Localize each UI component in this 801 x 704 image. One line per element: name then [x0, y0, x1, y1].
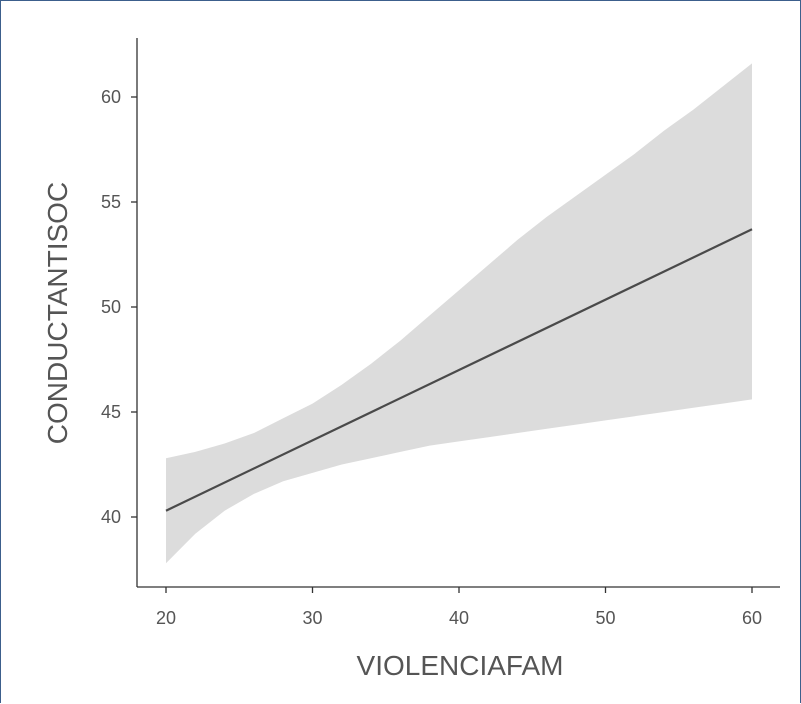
y-ticks: 40 45 50 55 60 [101, 87, 137, 527]
y-tick-label: 50 [101, 297, 121, 317]
y-tick-label: 45 [101, 402, 121, 422]
y-tick-label: 40 [101, 507, 121, 527]
x-tick-label: 40 [449, 608, 469, 628]
y-tick-label: 55 [101, 192, 121, 212]
x-tick-label: 50 [595, 608, 615, 628]
x-tick-label: 60 [742, 608, 762, 628]
fit-line-layer [165, 228, 753, 512]
fit-line [165, 228, 753, 512]
x-tick-label: 20 [156, 608, 176, 628]
confidence-band-layer [166, 63, 752, 564]
y-tick-label: 60 [101, 87, 121, 107]
confidence-band [166, 63, 752, 564]
x-axis-title: VIOLENCIAFAM [357, 650, 564, 681]
x-ticks: 20 30 40 50 60 [156, 587, 762, 628]
y-axis-title: CONDUCTANTISOC [42, 182, 73, 444]
x-tick-label: 30 [302, 608, 322, 628]
